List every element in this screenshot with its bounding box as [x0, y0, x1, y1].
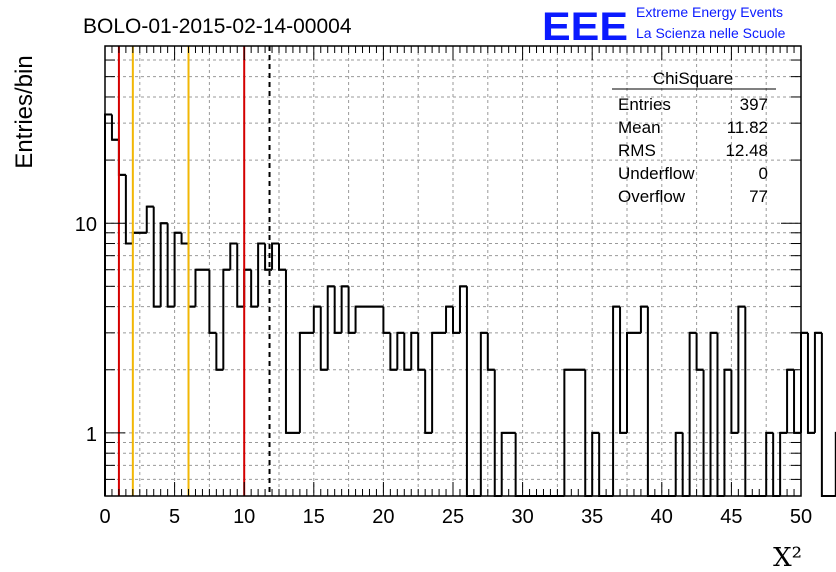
stats-title: ChiSquare [653, 69, 733, 88]
x-axis-ticks: 0 5 10 15 20 25 30 35 40 45 50 [99, 46, 812, 528]
chart-title: BOLO-01-2015-02-14-00004 [83, 15, 352, 38]
stats-label-entries: Entries [618, 95, 671, 114]
y-tick-label: 10 [75, 214, 97, 236]
stats-value-rms: 12.48 [725, 141, 768, 160]
stats-label-underflow: Underflow [618, 164, 695, 183]
x-tick-label: 15 [303, 506, 325, 528]
x-axis-label: X² [773, 543, 802, 572]
x-tick-label: 30 [511, 506, 533, 528]
stats-value-underflow: 0 [759, 164, 768, 183]
x-tick-label: 25 [442, 506, 464, 528]
y-axis-label: Entries/bin [11, 55, 38, 168]
stats-value-overflow: 77 [749, 187, 768, 206]
x-tick-label: 45 [720, 506, 742, 528]
stats-box: ChiSquare Entries 397 Mean 11.82 RMS 12.… [612, 69, 776, 206]
x-tick-label: 40 [651, 506, 673, 528]
x-tick-label: 10 [233, 506, 255, 528]
stats-value-mean: 11.82 [727, 118, 768, 137]
x-tick-label: 0 [99, 506, 110, 528]
x-tick-label: 5 [169, 506, 180, 528]
logo-line-2: La Scienza nelle Scuole [636, 25, 786, 41]
x-tick-label: 20 [372, 506, 394, 528]
x-tick-label: 35 [581, 506, 603, 528]
eee-logo: EEE Extreme Energy Events La Scienza nel… [542, 4, 786, 49]
cut-lines [117, 46, 271, 496]
y-axis-ticks: 1 10 [75, 45, 801, 497]
stats-label-overflow: Overflow [618, 187, 686, 206]
logo-text: EEE [542, 5, 628, 49]
x-tick-label: 50 [790, 506, 812, 528]
stats-label-mean: Mean [618, 118, 661, 137]
histogram-outline [104, 113, 836, 497]
logo-line-1: Extreme Energy Events [636, 4, 783, 20]
histogram [104, 113, 836, 497]
y-tick-label: 1 [86, 424, 97, 446]
stats-label-rms: RMS [618, 141, 656, 160]
stats-value-entries: 397 [740, 95, 768, 114]
